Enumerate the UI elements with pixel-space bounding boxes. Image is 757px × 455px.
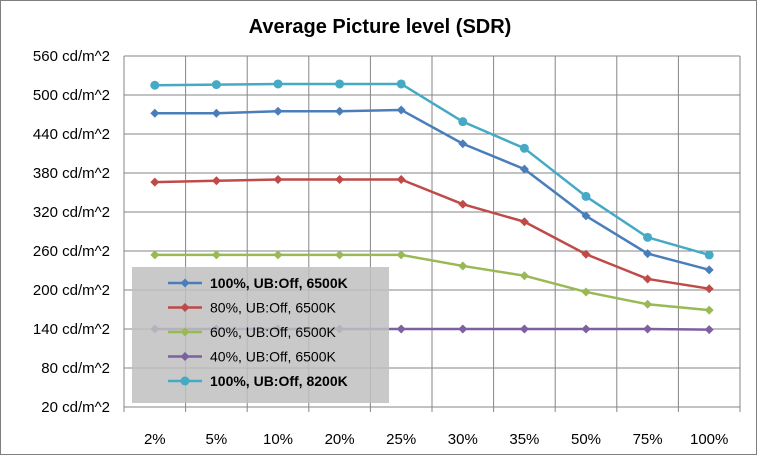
y-tick-label: 140 cd/m^2 — [33, 321, 110, 338]
legend-label: 80%, UB:Off, 6500K — [210, 300, 336, 316]
legend-swatch-marker — [180, 327, 190, 337]
data-point — [581, 211, 591, 221]
data-point — [273, 250, 283, 260]
data-point — [211, 80, 221, 90]
data-point — [335, 175, 345, 184]
legend-label: 60%, UB:Off, 6500K — [210, 324, 336, 340]
data-point — [396, 105, 406, 115]
data-point — [519, 164, 529, 174]
y-tick-label: 500 cd/m^2 — [33, 87, 110, 104]
series-2 — [150, 175, 714, 294]
x-tick-label: 25% — [386, 431, 416, 448]
legend: 100%, UB:Off, 6500K 80%, UB:Off, 6500K 60%… — [132, 267, 389, 403]
data-point — [396, 175, 406, 184]
series-lines — [150, 79, 714, 335]
data-point — [643, 249, 653, 259]
data-point — [335, 79, 345, 89]
data-point — [150, 108, 160, 118]
data-point — [704, 305, 714, 315]
data-point — [150, 177, 160, 187]
data-point — [704, 265, 714, 275]
x-tick-label: 10% — [263, 431, 293, 448]
y-tick-label: 380 cd/m^2 — [33, 165, 110, 182]
data-point — [519, 217, 529, 227]
axes: 20 cd/m^2 80 cd/m^2 140 cd/m^2 200 cd/m^2 26… — [33, 48, 741, 448]
data-point — [519, 324, 529, 334]
series-line — [154, 178, 710, 290]
x-tick-label: 2% — [144, 431, 166, 448]
data-point — [458, 261, 468, 271]
legend-swatch-marker — [180, 376, 190, 386]
legend-swatch-marker — [180, 303, 190, 312]
data-point — [704, 325, 714, 335]
data-point — [643, 274, 653, 284]
y-tick-label: 320 cd/m^2 — [33, 204, 110, 221]
series-1 — [150, 105, 714, 275]
y-tick-label: 560 cd/m^2 — [33, 48, 110, 65]
data-point — [273, 106, 283, 116]
series-line — [154, 108, 710, 272]
x-tick-label: 30% — [448, 431, 478, 448]
data-point — [273, 175, 283, 184]
legend-label: 100%, UB:Off, 6500K — [210, 275, 348, 291]
data-point — [150, 80, 160, 90]
legend-label: 40%, UB:Off, 6500K — [210, 349, 336, 365]
chart-title: Average Picture level (SDR) — [249, 16, 512, 38]
series-line — [154, 82, 710, 257]
data-point — [211, 250, 221, 260]
legend-swatch-marker — [180, 278, 190, 288]
x-tick-label: 5% — [206, 431, 228, 448]
data-point — [458, 117, 468, 127]
series-line — [154, 253, 710, 312]
y-tick-label: 260 cd/m^2 — [33, 243, 110, 260]
data-point — [396, 324, 406, 334]
legend-entry: 40%, UB:Off, 6500K — [168, 349, 336, 365]
data-point — [581, 191, 591, 201]
gridlines — [124, 55, 741, 407]
x-tick-label: 35% — [509, 431, 539, 448]
data-point — [643, 299, 653, 309]
data-point — [581, 249, 591, 259]
legend-entry: 60%, UB:Off, 6500K — [168, 324, 336, 340]
legend-swatch-marker — [180, 352, 190, 361]
data-point — [519, 271, 529, 281]
data-point — [458, 199, 468, 209]
data-point — [704, 250, 714, 260]
legend-entry: 100%, UB:Off, 6500K — [168, 275, 348, 291]
y-tick-label: 80 cd/m^2 — [41, 360, 110, 377]
series-3 — [150, 250, 714, 315]
data-point — [396, 79, 406, 89]
data-point — [273, 79, 283, 89]
legend-entry: 100%, UB:Off, 8200K — [168, 373, 348, 389]
data-point — [150, 250, 160, 260]
data-point — [581, 324, 591, 334]
legend-entry: 80%, UB:Off, 6500K — [168, 300, 336, 316]
data-point — [458, 324, 468, 334]
x-tick-label: 75% — [633, 431, 663, 448]
data-point — [704, 284, 714, 294]
legend-label: 100%, UB:Off, 8200K — [210, 373, 348, 389]
data-point — [458, 139, 468, 149]
data-point — [643, 232, 653, 242]
y-tick-label: 20 cd/m^2 — [41, 399, 110, 416]
data-point — [519, 143, 529, 153]
data-point — [643, 324, 653, 334]
x-tick-label: 50% — [571, 431, 601, 448]
data-point — [211, 176, 221, 186]
y-tick-label: 440 cd/m^2 — [33, 126, 110, 143]
series-5 — [150, 79, 714, 260]
x-tick-label: 20% — [325, 431, 355, 448]
data-point — [335, 106, 345, 116]
data-point — [335, 250, 345, 260]
data-point — [581, 287, 591, 297]
data-point — [211, 108, 221, 118]
data-point — [396, 250, 406, 260]
x-tick-label: 100% — [690, 431, 728, 448]
y-tick-label: 200 cd/m^2 — [33, 282, 110, 299]
